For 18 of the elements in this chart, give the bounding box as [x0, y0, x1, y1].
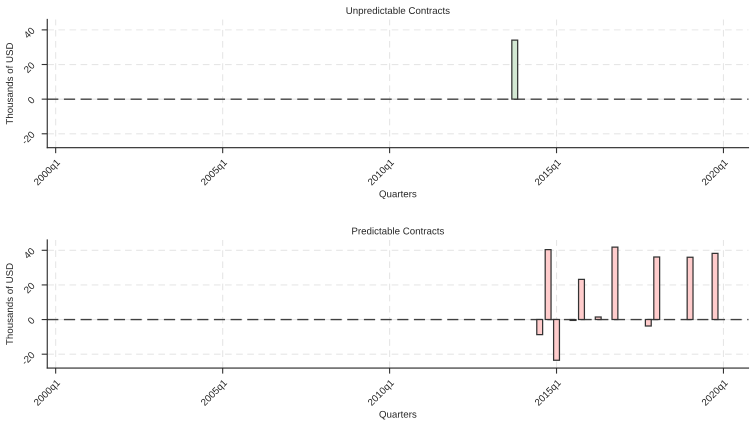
y-tick-label: 20 — [23, 282, 36, 294]
y-tick-label: 0 — [27, 316, 36, 325]
chart-title: Unpredictable Contracts — [346, 6, 450, 16]
y-tick-label: 40 — [23, 247, 36, 260]
y-tick-label: 40 — [23, 26, 36, 39]
chart-title: Predictable Contracts — [352, 227, 444, 234]
x-axis-title: Quarters — [379, 410, 416, 420]
bar — [594, 316, 602, 320]
bar — [611, 246, 618, 320]
x-axis-title: Quarters — [379, 190, 416, 200]
bar — [686, 256, 694, 320]
bar — [711, 252, 719, 320]
y-axis-title: Thousands of USD — [6, 42, 14, 124]
y-tick-label: 20 — [23, 61, 36, 74]
y-tick-label: -20 — [20, 351, 36, 366]
y-axis-title: Thousands of USD — [6, 263, 14, 345]
y-tick-label: 0 — [27, 96, 36, 104]
y-tick-label: -20 — [20, 130, 36, 145]
